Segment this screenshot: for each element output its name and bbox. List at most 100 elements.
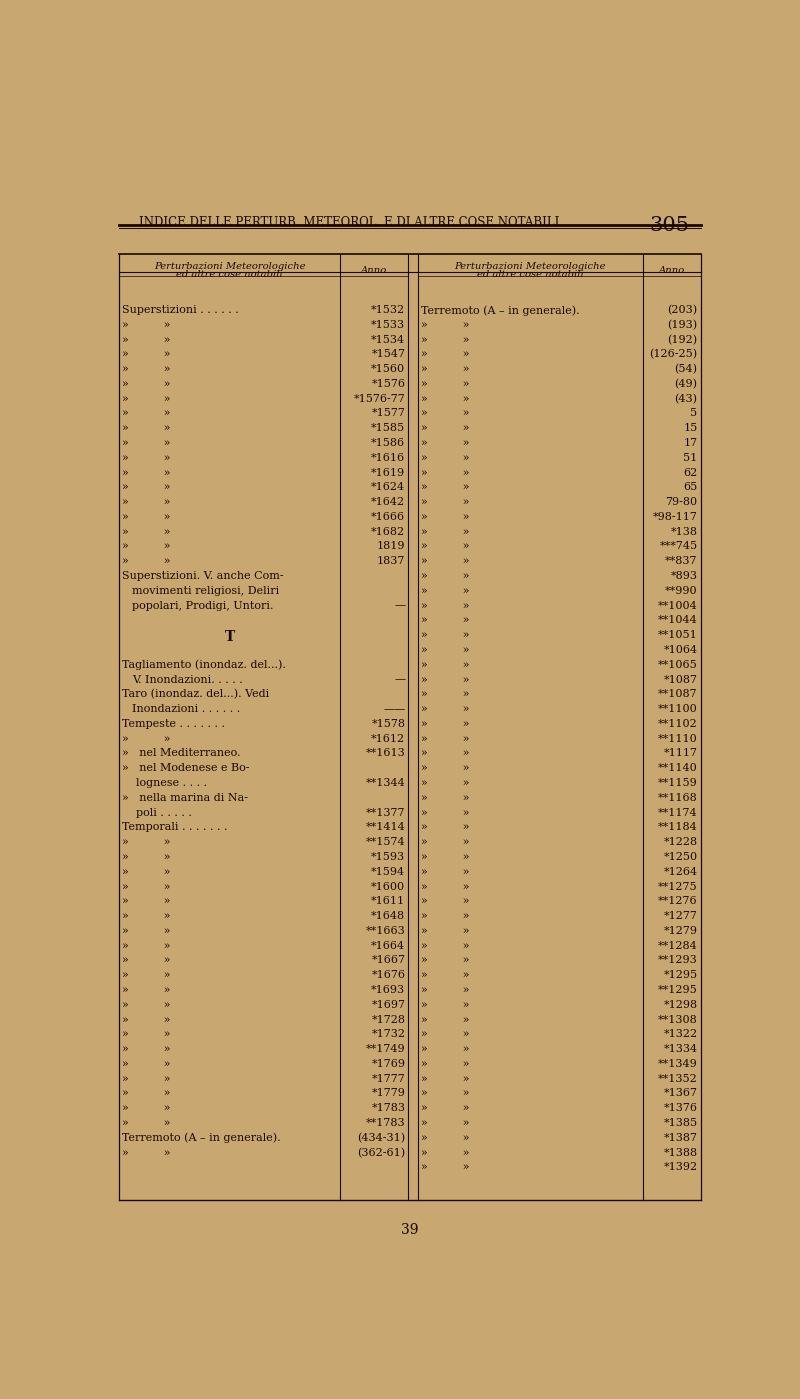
Text: Anno: Anno <box>362 266 387 274</box>
Text: INDICE DELLE PERTURB. METEOROL. E DI ALTRE COSE NOTABILI: INDICE DELLE PERTURB. METEOROL. E DI ALT… <box>138 215 559 228</box>
Text: popolari, Prodigi, Untori.: popolari, Prodigi, Untori. <box>132 600 274 610</box>
Text: *1534: *1534 <box>371 334 406 344</box>
Text: »          »: » » <box>421 571 470 581</box>
Text: *1594: *1594 <box>371 867 406 877</box>
Text: »          »: » » <box>421 453 470 463</box>
Text: »          »: » » <box>122 1147 171 1157</box>
Text: **1087: **1087 <box>658 690 698 700</box>
Text: *1611: *1611 <box>371 897 406 907</box>
Text: »          »: » » <box>421 1088 470 1098</box>
Text: *1728: *1728 <box>371 1014 406 1024</box>
Text: »          »: » » <box>421 764 470 774</box>
Text: »          »: » » <box>421 867 470 877</box>
Text: **1284: **1284 <box>658 940 698 951</box>
Text: **837: **837 <box>665 557 698 567</box>
Text: *1769: *1769 <box>371 1059 406 1069</box>
Text: »          »: » » <box>421 512 470 522</box>
Text: *1334: *1334 <box>663 1044 698 1053</box>
Text: —: — <box>394 600 406 610</box>
Text: **1100: **1100 <box>658 704 698 713</box>
Text: »          »: » » <box>122 1118 171 1128</box>
Text: **1574: **1574 <box>366 837 406 848</box>
Text: 1819: 1819 <box>377 541 406 551</box>
Text: *1298: *1298 <box>663 1000 698 1010</box>
Text: T: T <box>225 630 235 644</box>
Text: 51: 51 <box>683 453 698 463</box>
Text: 17: 17 <box>683 438 698 448</box>
Text: »          »: » » <box>122 541 171 551</box>
Text: *1087: *1087 <box>663 674 698 684</box>
Text: Taro (inondaz. del...). Vedi: Taro (inondaz. del...). Vedi <box>122 690 270 700</box>
Text: »          »: » » <box>122 1014 171 1024</box>
Text: **1344: **1344 <box>366 778 406 788</box>
Text: »          »: » » <box>122 852 171 862</box>
Text: »          »: » » <box>122 424 171 434</box>
Text: *1600: *1600 <box>371 881 406 891</box>
Text: Anno: Anno <box>658 266 685 274</box>
Text: *1117: *1117 <box>663 748 698 758</box>
Text: »          »: » » <box>421 926 470 936</box>
Text: Superstizioni. V. anche Com-: Superstizioni. V. anche Com- <box>122 571 284 581</box>
Text: »          »: » » <box>421 852 470 862</box>
Text: »          »: » » <box>421 956 470 965</box>
Text: »          »: » » <box>122 1073 171 1084</box>
Text: »          »: » » <box>122 438 171 448</box>
Text: »          »: » » <box>421 616 470 625</box>
Text: ——: —— <box>383 704 406 713</box>
Text: »          »: » » <box>421 823 470 832</box>
Text: »          »: » » <box>122 971 171 981</box>
Text: *1619: *1619 <box>371 467 406 477</box>
Text: 79-80: 79-80 <box>666 497 698 506</box>
Text: 65: 65 <box>683 483 698 492</box>
Text: »          »: » » <box>421 1133 470 1143</box>
Text: *1547: *1547 <box>371 350 406 360</box>
Text: »          »: » » <box>421 645 470 655</box>
Text: »          »: » » <box>122 867 171 877</box>
Text: »          »: » » <box>421 379 470 389</box>
Text: 1837: 1837 <box>377 557 406 567</box>
Text: »          »: » » <box>122 467 171 477</box>
Text: (43): (43) <box>674 393 698 404</box>
Text: *1576-77: *1576-77 <box>354 393 406 404</box>
Text: **1308: **1308 <box>658 1014 698 1024</box>
Text: *1616: *1616 <box>371 453 406 463</box>
Text: »          »: » » <box>421 1163 470 1172</box>
Text: (126-25): (126-25) <box>650 350 698 360</box>
Text: *1322: *1322 <box>663 1030 698 1039</box>
Text: **1352: **1352 <box>658 1073 698 1084</box>
Text: *1624: *1624 <box>371 483 406 492</box>
Text: Terremoto (A – in generale).: Terremoto (A – in generale). <box>421 305 579 316</box>
Text: (54): (54) <box>674 364 698 375</box>
Text: Terremoto (A – in generale).: Terremoto (A – in generale). <box>122 1133 281 1143</box>
Text: »          »: » » <box>122 1000 171 1010</box>
Text: *98-117: *98-117 <box>653 512 698 522</box>
Text: »          »: » » <box>122 1030 171 1039</box>
Text: »          »: » » <box>421 897 470 907</box>
Text: *1576: *1576 <box>371 379 406 389</box>
Text: »          »: » » <box>421 793 470 803</box>
Text: *1585: *1585 <box>371 424 406 434</box>
Text: poli . . . . .: poli . . . . . <box>137 807 192 817</box>
Text: »          »: » » <box>421 911 470 921</box>
Text: »          »: » » <box>421 526 470 537</box>
Text: »          »: » » <box>421 1000 470 1010</box>
Text: »          »: » » <box>421 807 470 817</box>
Text: *893: *893 <box>670 571 698 581</box>
Text: Inondazioni . . . . . .: Inondazioni . . . . . . <box>132 704 240 713</box>
Text: **1275: **1275 <box>658 881 698 891</box>
Text: **1168: **1168 <box>658 793 698 803</box>
Text: movimenti religiosi, Deliri: movimenti religiosi, Deliri <box>132 586 279 596</box>
Text: *1666: *1666 <box>371 512 406 522</box>
Text: *1387: *1387 <box>663 1133 698 1143</box>
Text: »          »: » » <box>421 497 470 506</box>
Text: (203): (203) <box>667 305 698 315</box>
Text: »          »: » » <box>122 483 171 492</box>
Text: »          »: » » <box>421 483 470 492</box>
Text: **1783: **1783 <box>366 1118 406 1128</box>
Text: »          »: » » <box>421 586 470 596</box>
Text: lognese . . . .: lognese . . . . <box>137 778 207 788</box>
Text: *1577: *1577 <box>371 409 406 418</box>
Text: *1295: *1295 <box>663 971 698 981</box>
Text: »          »: » » <box>421 1118 470 1128</box>
Text: 305: 305 <box>649 215 689 235</box>
